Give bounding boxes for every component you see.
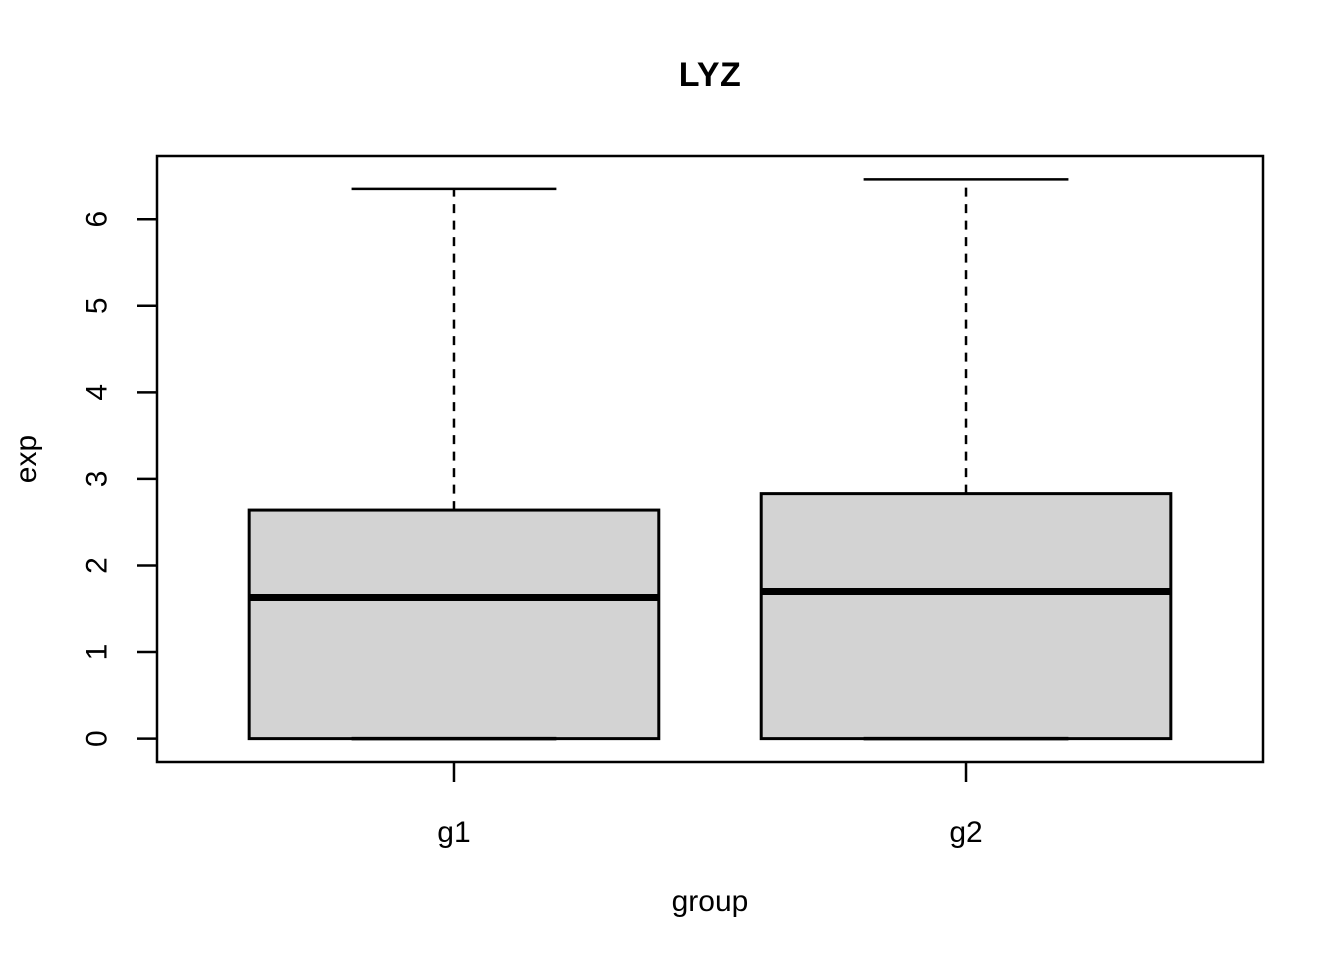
- y-tick-label: 5: [81, 297, 114, 314]
- y-tick-label: 2: [81, 557, 114, 574]
- x-tick-label-g2: g2: [949, 816, 982, 849]
- y-tick-label: 0: [81, 730, 114, 747]
- x-tick-label-g1: g1: [437, 816, 470, 849]
- box-g1: [247, 508, 661, 741]
- chart-title: LYZ: [678, 56, 742, 94]
- y-tick-label: 1: [81, 644, 114, 661]
- y-tick-label: 4: [81, 384, 114, 401]
- y-tick-label: 6: [81, 211, 114, 228]
- box-g2: [759, 492, 1173, 741]
- plot-border: [155, 154, 1265, 764]
- y-tick-label: 3: [81, 471, 114, 488]
- x-axis-label: group: [671, 885, 749, 918]
